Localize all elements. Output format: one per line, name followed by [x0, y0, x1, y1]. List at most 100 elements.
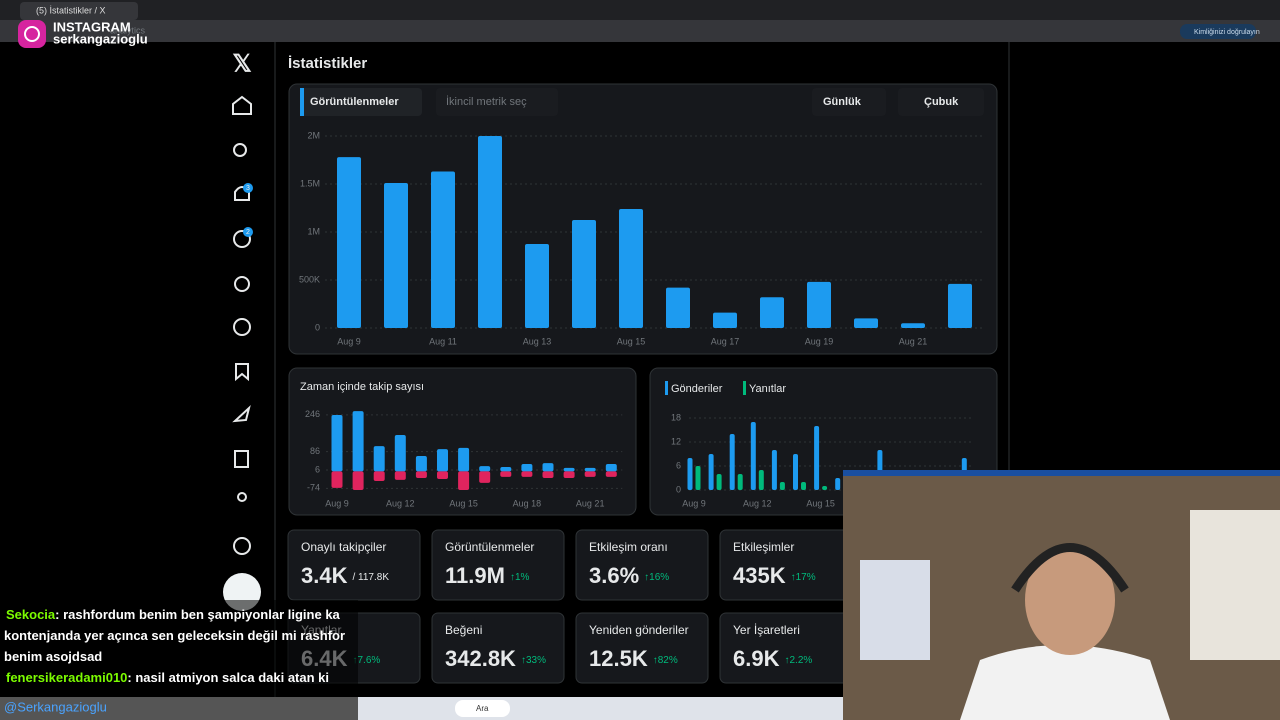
verify-button[interactable]: [1180, 24, 1256, 39]
stat-text: 6.9K ↑2.2%: [733, 646, 812, 671]
chat-line: fenersikeradami010: nasil atmiyon salca …: [6, 670, 329, 685]
badge: [243, 183, 253, 193]
bar: [415, 455, 427, 472]
x-tick-label: Aug 21: [899, 336, 928, 346]
y-tick-label: 6: [676, 460, 681, 470]
stat-text: 11.9M ↑1%: [445, 563, 529, 588]
badge: [243, 227, 253, 237]
stat-label: Yeniden gönderiler: [589, 623, 689, 637]
bar: [687, 458, 693, 490]
bar: [521, 464, 533, 472]
bookmark-icon[interactable]: [235, 363, 249, 382]
stat-detail: ↑2.2%: [784, 655, 812, 666]
stat-value: 342.8K: [445, 646, 516, 671]
interval-label: Günlük: [823, 96, 862, 108]
y-tick-label: 6: [315, 464, 320, 474]
notes-icon[interactable]: [234, 450, 249, 468]
bar: [373, 446, 385, 472]
bar: [352, 411, 364, 472]
stat-value: 435K: [733, 563, 786, 588]
bar: [478, 136, 502, 328]
chat-line: kontenjanda yer açınca sen geleceksin de…: [4, 628, 345, 643]
bar: [437, 449, 448, 472]
bar: [822, 486, 828, 490]
stat-value: 11.9M: [445, 563, 505, 588]
legend-swatch: [665, 381, 668, 395]
bar: [605, 471, 617, 477]
bar: [331, 415, 343, 472]
stat-card: [575, 612, 709, 684]
more-icon[interactable]: [233, 537, 251, 555]
x-tick-label: Aug 21: [576, 498, 605, 508]
bar: [542, 471, 554, 479]
bar: [394, 435, 406, 472]
tab[interactable]: [20, 2, 138, 20]
bar: [525, 244, 549, 328]
bar: [584, 467, 596, 472]
x-tick-label: Aug 19: [805, 336, 834, 346]
bar: [801, 482, 806, 490]
chat-text: : rashfordum benim ben şampiyonlar ligin…: [55, 607, 340, 622]
y-tick-label: 246: [305, 409, 320, 419]
bar: [716, 474, 722, 490]
verify-text: Kimliğinizi doğrulayın: [1194, 29, 1260, 36]
overlay-handle: serkangazioglu: [53, 31, 148, 46]
style-label: Çubuk: [924, 96, 959, 108]
y-tick-label: 500K: [299, 274, 320, 284]
address-bar: [0, 20, 1280, 42]
interval-dropdown[interactable]: [812, 88, 886, 116]
style-dropdown[interactable]: [898, 88, 984, 116]
x-tick-label: Aug 17: [711, 336, 740, 346]
bar: [542, 463, 554, 472]
taskbar-search[interactable]: [455, 700, 510, 717]
y-tick-label: 18: [671, 412, 681, 422]
rocket-icon[interactable]: [232, 404, 251, 423]
chat-text: kontenjanda yer açınca sen geleceksin de…: [4, 628, 345, 643]
bar: [563, 471, 575, 479]
x-tick-label: Aug 11: [429, 336, 457, 346]
bar: [835, 478, 841, 490]
stat-card: [431, 529, 565, 601]
search-icon[interactable]: [233, 143, 247, 157]
x-tick-label: Aug 12: [386, 498, 415, 508]
messages-icon[interactable]: [233, 230, 251, 248]
x-tick-label: Aug 18: [513, 498, 542, 508]
bar: [737, 474, 743, 490]
x-tick-label: Aug 9: [325, 498, 349, 508]
verified-icon[interactable]: [233, 318, 251, 336]
bar: [605, 464, 617, 472]
badge-count: 3: [246, 185, 250, 192]
home-icon[interactable]: [232, 95, 252, 115]
bar: [521, 471, 533, 477]
webcam: [843, 470, 1280, 720]
stat-label: Yer İşaretleri: [733, 623, 800, 637]
y-tick-label: 12: [671, 436, 681, 446]
x-logo[interactable]: 𝕏: [232, 50, 251, 77]
secondary-label: İkincil metrik seç: [446, 95, 527, 108]
whiteboard: [1190, 510, 1280, 660]
metric-dropdown[interactable]: [300, 88, 422, 116]
bar: [458, 447, 470, 472]
bar: [729, 434, 735, 490]
profile-icon[interactable]: [237, 492, 247, 502]
stat-text: 3.4K / 117.8K: [301, 563, 389, 588]
x-tick-label: Aug 13: [523, 336, 552, 346]
chat-line: Sekocia: rashfordum benim ben şampiyonla…: [6, 607, 341, 622]
stat-label: Etkileşimler: [733, 540, 794, 554]
metric-label: Görüntülenmeler: [310, 96, 399, 108]
metric-indicator: [300, 88, 304, 116]
bar: [437, 471, 448, 479]
bar: [394, 471, 406, 480]
bar: [373, 471, 385, 482]
x-tick-label: Aug 15: [449, 498, 478, 508]
secondary-dropdown[interactable]: [436, 88, 558, 116]
x-tick-label: Aug 15: [806, 498, 835, 508]
bar: [415, 471, 427, 479]
stat-text: 12.5K ↑82%: [589, 646, 678, 671]
stat-text: 3.6% ↑16%: [589, 563, 669, 588]
grok-icon[interactable]: [234, 276, 250, 292]
tab-bar: [0, 0, 1280, 20]
chat-text: : nasil atmiyon salca daki atan ki: [127, 670, 329, 685]
face: [1025, 545, 1115, 655]
stat-detail: ↑17%: [791, 572, 816, 583]
